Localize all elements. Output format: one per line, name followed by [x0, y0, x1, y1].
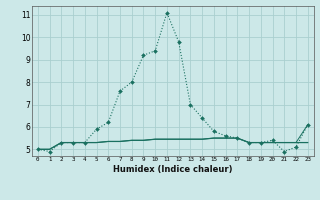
X-axis label: Humidex (Indice chaleur): Humidex (Indice chaleur)	[113, 165, 233, 174]
